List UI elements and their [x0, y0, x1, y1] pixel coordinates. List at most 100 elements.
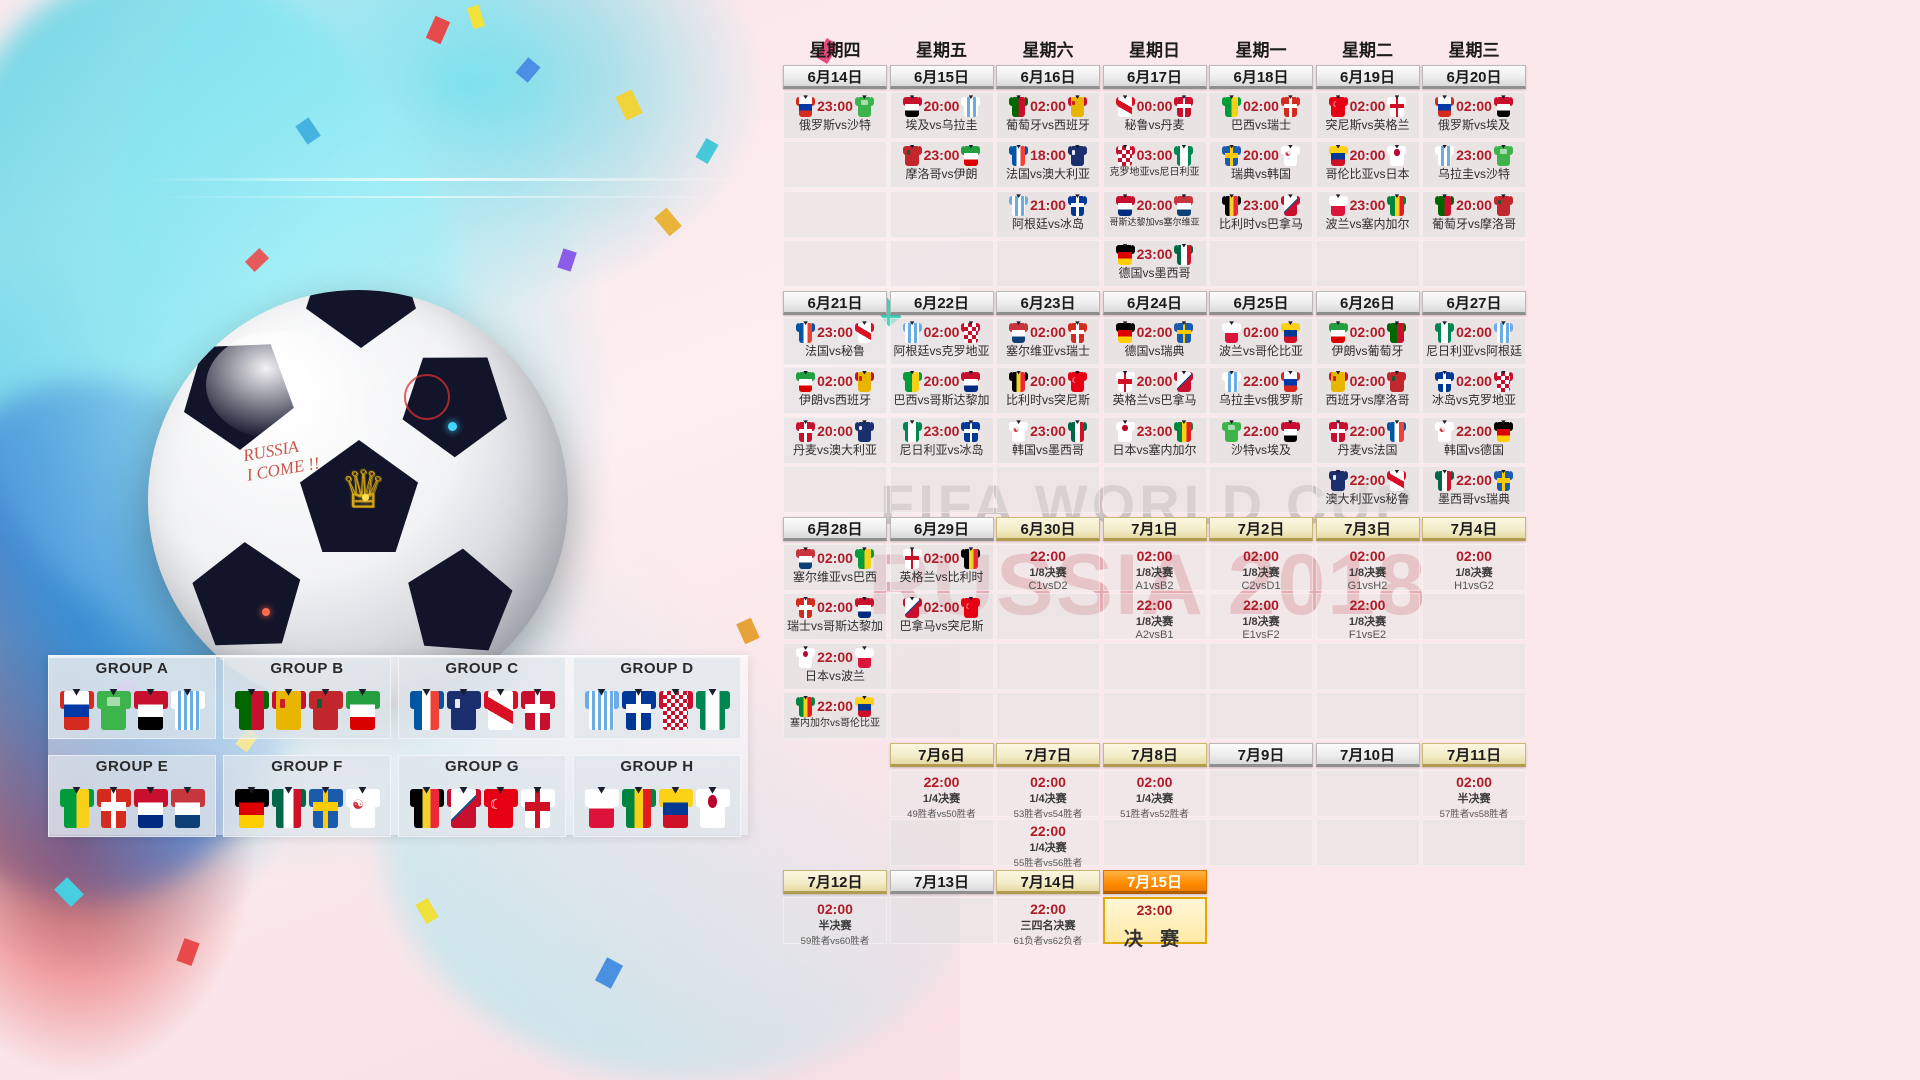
group-match-cell[interactable]: 20:00 英格兰vs巴拿马 [1102, 367, 1207, 414]
knockout-match-cell[interactable]: 22:00 三四名决赛 61负者vs62负者 [996, 896, 1100, 947]
date-cell-6-22-[interactable]: 6月22日 [889, 291, 994, 315]
group-box-group-d[interactable]: GROUP D [573, 657, 741, 739]
group-match-cell[interactable]: 20:00 巴西vs哥斯达黎加 [889, 367, 994, 414]
group-match-cell[interactable]: 23:00 俄罗斯vs沙特 [783, 91, 887, 139]
group-match-cell[interactable]: 02:00 德国vs瑞典 [1102, 317, 1207, 365]
group-match-cell[interactable]: 22:00 日本vs波兰 [783, 642, 887, 690]
knockout-match-cell[interactable]: 22:00 1/8决赛 A2vsB1 [1102, 593, 1207, 641]
group-match-cell[interactable]: 02:00 ☾ 巴拿马vs突尼斯 [889, 593, 994, 640]
group-match-cell[interactable]: ☾ 02:00 突尼斯vs英格兰 [1315, 91, 1420, 139]
group-box-group-b[interactable]: GROUP B [223, 657, 391, 739]
group-match-cell[interactable]: 20:00 ☯ 瑞典vs韩国 [1209, 141, 1313, 188]
date-cell-6-16-[interactable]: 6月16日 [996, 65, 1100, 89]
group-match-cell[interactable]: 20:00 哥伦比亚vs日本 [1315, 141, 1420, 188]
group-match-cell[interactable]: 02:00 阿根廷vs克罗地亚 [889, 317, 994, 365]
date-cell-7-11-[interactable]: 7月11日 [1422, 743, 1526, 767]
group-match-cell[interactable]: 23:00 摩洛哥vs伊朗 [889, 141, 994, 188]
group-match-cell[interactable]: 02:00 瑞士vs哥斯达黎加 [783, 593, 887, 640]
group-match-cell[interactable]: 23:00 尼日利亚vs冰岛 [889, 416, 994, 464]
knockout-match-cell[interactable]: 02:00 1/4决赛 51胜者vs52胜者 [1102, 769, 1207, 820]
group-match-cell[interactable]: 20:00 埃及vs乌拉圭 [889, 91, 994, 139]
group-match-cell[interactable]: 20:00 哥斯达黎加vs塞尔维亚 [1102, 190, 1207, 238]
date-cell-6-30-[interactable]: 6月30日 [996, 517, 1100, 541]
group-match-cell[interactable]: ☯ 23:00 韩国vs墨西哥 [996, 416, 1100, 464]
group-match-cell[interactable]: 23:00 德国vs墨西哥 [1102, 240, 1207, 287]
date-cell-7-15-[interactable]: 7月15日 [1102, 870, 1207, 894]
group-match-cell[interactable]: 02:00 波兰vs哥伦比亚 [1209, 317, 1313, 365]
group-match-cell[interactable]: 23:00 法国vs秘鲁 [783, 317, 887, 365]
date-cell-7-3-[interactable]: 7月3日 [1315, 517, 1420, 541]
group-match-cell[interactable]: 18:00 法国vs澳大利亚 [996, 141, 1100, 188]
group-match-cell[interactable]: 20:00 葡萄牙vs摩洛哥 [1422, 190, 1526, 238]
knockout-match-cell[interactable]: 02:00 1/4决赛 53胜者vs54胜者 [996, 769, 1100, 820]
group-box-group-g[interactable]: GROUP G ☾ [398, 755, 566, 837]
date-cell-6-25-[interactable]: 6月25日 [1209, 291, 1313, 315]
group-match-cell[interactable]: 02:00 伊朗vs葡萄牙 [1315, 317, 1420, 365]
knockout-match-cell[interactable]: 02:00 1/8决赛 G1vsH2 [1315, 543, 1420, 592]
date-cell-7-7-[interactable]: 7月7日 [996, 743, 1100, 767]
group-match-cell[interactable]: 02:00 伊朗vs西班牙 [783, 367, 887, 414]
date-cell-7-13-[interactable]: 7月13日 [889, 870, 994, 894]
group-match-cell[interactable]: 02:00 冰岛vs克罗地亚 [1422, 367, 1526, 414]
group-match-cell[interactable]: 23:00 比利时vs巴拿马 [1209, 190, 1313, 238]
group-match-cell[interactable]: 20:00 ☾ 比利时vs突尼斯 [996, 367, 1100, 414]
date-cell-6-29-[interactable]: 6月29日 [889, 517, 994, 541]
knockout-match-cell[interactable]: 02:00 1/8决赛 C2vsD1 [1209, 543, 1313, 592]
group-box-group-h[interactable]: GROUP H [573, 755, 741, 837]
group-match-cell[interactable]: 22:00 澳大利亚vs秘鲁 [1315, 466, 1420, 513]
date-cell-7-6-[interactable]: 7月6日 [889, 743, 994, 767]
group-match-cell[interactable]: 02:00 英格兰vs比利时 [889, 543, 994, 591]
group-match-cell[interactable]: 23:00 日本vs塞内加尔 [1102, 416, 1207, 464]
knockout-match-cell[interactable]: 02:00 半决赛 57胜者vs58胜者 [1422, 769, 1526, 820]
group-match-cell[interactable]: 02:00 俄罗斯vs埃及 [1422, 91, 1526, 139]
group-match-cell[interactable]: 22:00 乌拉圭vs俄罗斯 [1209, 367, 1313, 414]
date-cell-6-20-[interactable]: 6月20日 [1422, 65, 1526, 89]
group-match-cell[interactable]: 00:00 秘鲁vs丹麦 [1102, 91, 1207, 139]
group-match-cell[interactable]: 22:00 墨西哥vs瑞典 [1422, 466, 1526, 513]
group-match-cell[interactable]: 22:00 丹麦vs法国 [1315, 416, 1420, 464]
group-match-cell[interactable]: ☯ 22:00 韩国vs德国 [1422, 416, 1526, 464]
group-match-cell[interactable]: 02:00 葡萄牙vs西班牙 [996, 91, 1100, 139]
group-match-cell[interactable]: 02:00 巴西vs瑞士 [1209, 91, 1313, 139]
date-cell-7-14-[interactable]: 7月14日 [996, 870, 1100, 894]
knockout-match-cell[interactable]: 22:00 1/4决赛 49胜者vs50胜者 [889, 769, 994, 820]
date-cell-7-9-[interactable]: 7月9日 [1209, 743, 1313, 767]
group-box-group-a[interactable]: GROUP A [48, 657, 216, 739]
group-match-cell[interactable]: 02:00 塞尔维亚vs巴西 [783, 543, 887, 591]
knockout-match-cell[interactable]: 22:00 1/8决赛 E1vsF2 [1209, 593, 1313, 641]
date-cell-6-24-[interactable]: 6月24日 [1102, 291, 1207, 315]
knockout-match-cell[interactable]: 02:00 1/8决赛 H1vsG2 [1422, 543, 1526, 592]
date-cell-6-21-[interactable]: 6月21日 [783, 291, 887, 315]
group-match-cell[interactable]: 23:00 波兰vs塞内加尔 [1315, 190, 1420, 238]
date-cell-6-23-[interactable]: 6月23日 [996, 291, 1100, 315]
knockout-match-cell[interactable]: 02:00 半决赛 59胜者vs60胜者 [783, 896, 887, 947]
group-match-cell[interactable]: 23:00 乌拉圭vs沙特 [1422, 141, 1526, 188]
group-match-cell[interactable]: 20:00 丹麦vs澳大利亚 [783, 416, 887, 464]
date-cell-7-1-[interactable]: 7月1日 [1102, 517, 1207, 541]
date-cell-7-10-[interactable]: 7月10日 [1315, 743, 1420, 767]
group-match-cell[interactable]: 03:00 克罗地亚vs尼日利亚 [1102, 141, 1207, 188]
final-match-cell[interactable]: 23:00 决 赛 [1102, 896, 1207, 950]
knockout-match-cell[interactable]: 22:00 1/8决赛 C1vsD2 [996, 543, 1100, 592]
knockout-match-cell[interactable]: 22:00 1/8决赛 F1vsE2 [1315, 593, 1420, 641]
date-cell-6-18-[interactable]: 6月18日 [1209, 65, 1313, 89]
group-box-group-c[interactable]: GROUP C [398, 657, 566, 739]
knockout-match-cell[interactable]: 22:00 1/4决赛 55胜者vs56胜者 [996, 819, 1100, 869]
group-match-cell[interactable]: 22:00 塞内加尔vs哥伦比亚 [783, 692, 887, 739]
group-box-group-e[interactable]: GROUP E [48, 755, 216, 837]
date-cell-6-28-[interactable]: 6月28日 [783, 517, 887, 541]
date-cell-6-14-[interactable]: 6月14日 [783, 65, 887, 89]
date-cell-6-19-[interactable]: 6月19日 [1315, 65, 1420, 89]
date-cell-7-4-[interactable]: 7月4日 [1422, 517, 1526, 541]
group-box-group-f[interactable]: GROUP F ☯ [223, 755, 391, 837]
date-cell-6-17-[interactable]: 6月17日 [1102, 65, 1207, 89]
knockout-match-cell[interactable]: 02:00 1/8决赛 A1vsB2 [1102, 543, 1207, 592]
date-cell-7-12-[interactable]: 7月12日 [783, 870, 887, 894]
date-cell-6-27-[interactable]: 6月27日 [1422, 291, 1526, 315]
date-cell-6-15-[interactable]: 6月15日 [889, 65, 994, 89]
group-match-cell[interactable]: 02:00 塞尔维亚vs瑞士 [996, 317, 1100, 365]
date-cell-7-2-[interactable]: 7月2日 [1209, 517, 1313, 541]
group-match-cell[interactable]: 02:00 西班牙vs摩洛哥 [1315, 367, 1420, 414]
group-match-cell[interactable]: 21:00 阿根廷vs冰岛 [996, 190, 1100, 238]
group-match-cell[interactable]: 22:00 沙特vs埃及 [1209, 416, 1313, 464]
